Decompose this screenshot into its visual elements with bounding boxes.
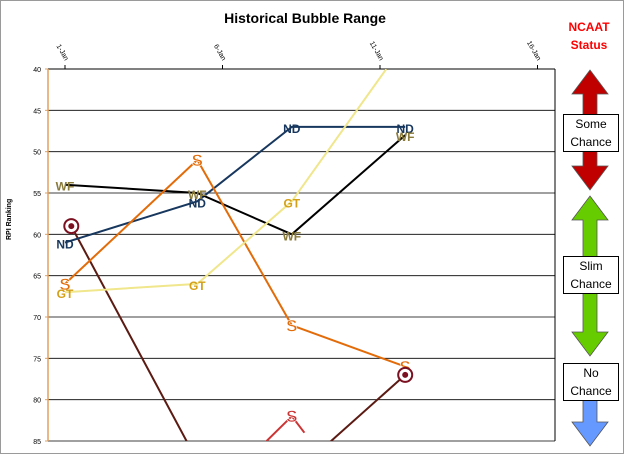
svg-text:ND: ND — [283, 122, 301, 136]
status-slim-chance: Slim Chance — [563, 256, 619, 294]
series-markers: SSSSSNDNDNDNDWFWFWFWFGTGTGT — [56, 122, 415, 427]
gridlines — [48, 68, 556, 442]
svg-text:S: S — [59, 275, 70, 294]
y-tick-label-60: 60 — [33, 232, 41, 239]
marker-GT-15: GT — [283, 196, 300, 210]
series-line-5 — [64, 69, 388, 294]
marker-WF-11: WF — [282, 229, 301, 243]
status-title: NCAAT Status — [556, 18, 622, 54]
status-some-chance: Some Chance — [563, 114, 619, 152]
slim-chance-down-arrow — [571, 291, 609, 357]
y-tick-label-40: 40 — [33, 67, 41, 74]
svg-text:WF: WF — [56, 180, 75, 194]
marker-WF-12: WF — [396, 130, 415, 144]
some-chance-down-arrow — [571, 149, 609, 191]
status-some-line2: Chance — [570, 135, 612, 149]
y-tick-label-50: 50 — [33, 150, 41, 157]
svg-text:S: S — [286, 407, 297, 426]
svg-text:ND: ND — [189, 196, 207, 210]
slim-chance-up-arrow — [571, 195, 609, 259]
status-no-line1: No — [583, 366, 599, 380]
y-tick-label-65: 65 — [33, 274, 41, 281]
svg-text:ND: ND — [56, 238, 74, 252]
status-slim-line1: Slim — [579, 259, 603, 273]
no-chance-down-arrow — [571, 397, 609, 447]
svg-text:S: S — [286, 316, 297, 335]
marker-S-0: S — [59, 275, 71, 295]
marker-S-4: S — [286, 407, 298, 427]
series-line-6 — [265, 414, 306, 441]
status-no-chance: No Chance — [563, 363, 619, 401]
y-tick-label-70: 70 — [33, 315, 41, 322]
series-line-3 — [64, 134, 406, 236]
marker-FS-16 — [63, 218, 80, 235]
marker-ND-5: ND — [56, 238, 74, 252]
svg-text:S: S — [192, 151, 203, 170]
svg-text:GT: GT — [189, 279, 206, 293]
y-tick-label-75: 75 — [33, 356, 41, 363]
series-lines — [64, 69, 406, 441]
status-slim-line2: Chance — [570, 277, 612, 291]
marker-S-1: S — [191, 151, 203, 171]
status-no-line2: Chance — [570, 384, 612, 398]
marker-GT-13: GT — [57, 287, 74, 301]
marker-S-2: S — [286, 316, 298, 336]
svg-text:WF: WF — [282, 229, 301, 243]
status-some-line1: Some — [575, 117, 607, 131]
svg-text:ND: ND — [397, 122, 415, 136]
y-tick-label-85: 85 — [33, 439, 41, 446]
y-tick-label-80: 80 — [33, 398, 41, 405]
series-line-0 — [70, 225, 188, 441]
marker-WF-10: WF — [188, 188, 207, 202]
svg-text:GT: GT — [283, 196, 300, 210]
marker-ND-7: ND — [283, 122, 301, 136]
svg-text:WF: WF — [396, 130, 415, 144]
some-chance-up-arrow — [571, 69, 609, 117]
svg-text:WF: WF — [188, 188, 207, 202]
marker-GT-14: GT — [189, 279, 206, 293]
marker-ND-6: ND — [189, 196, 207, 210]
status-title-line2: Status — [570, 38, 608, 52]
svg-text:GT: GT — [57, 287, 74, 301]
marker-NC-17 — [397, 366, 414, 383]
marker-WF-9: WF — [56, 180, 75, 194]
y-tick-label-55: 55 — [33, 191, 41, 198]
y-axis: 40 45 50 55 60 65 70 75 80 85 — [33, 67, 49, 446]
series-line-1 — [329, 374, 406, 441]
y-tick-label-45: 45 — [33, 108, 41, 115]
chart-title: Historical Bubble Range — [224, 10, 386, 26]
marker-ND-8: ND — [397, 122, 415, 136]
status-title-line1: NCAAT — [568, 20, 610, 34]
